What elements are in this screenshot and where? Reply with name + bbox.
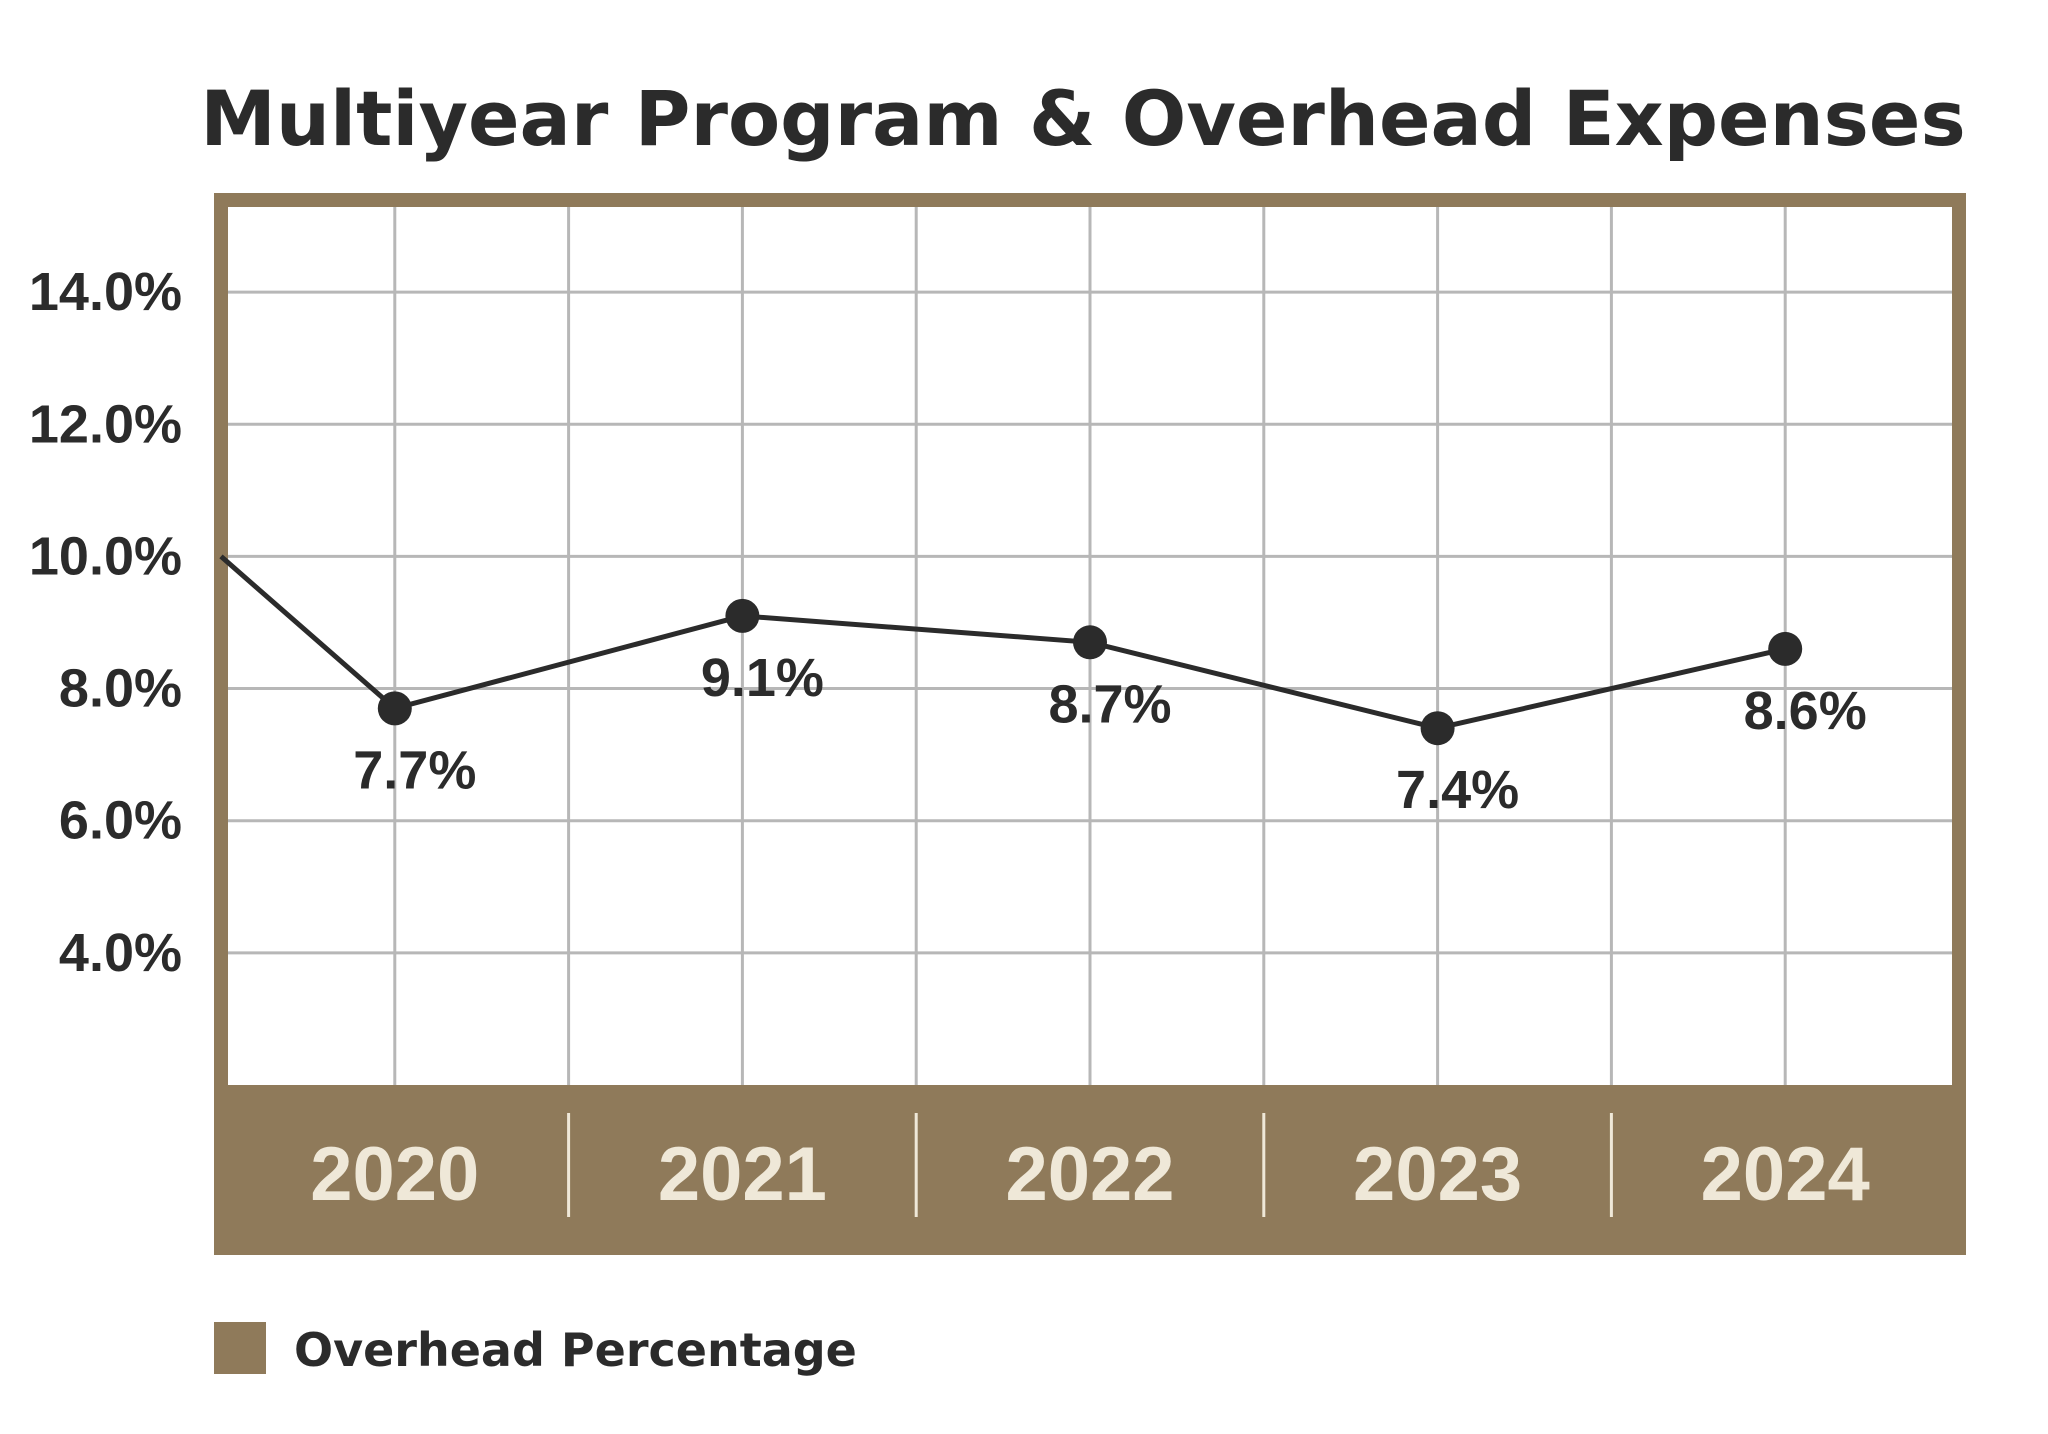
data-point (725, 598, 760, 633)
year-label: 2020 (310, 1132, 479, 1217)
data-label: 8.6% (1744, 681, 1867, 741)
data-point (377, 691, 412, 726)
year-label: 2023 (1353, 1132, 1522, 1217)
legend-label: Overhead Percentage (294, 1323, 857, 1377)
y-axis: 4.0% 6.0% 8.0% 10.0% 12.0% 14.0% (29, 262, 182, 983)
y-tick-label: 6.0% (59, 791, 182, 851)
data-label: 8.7% (1048, 674, 1171, 734)
year-label: 2021 (658, 1132, 827, 1217)
y-tick-label: 10.0% (29, 526, 182, 586)
year-label: 2022 (1005, 1132, 1174, 1217)
year-band: 2020 2021 2022 2023 2024 (214, 1085, 1966, 1255)
series-line (219, 554, 1786, 731)
y-tick-label: 14.0% (29, 262, 182, 322)
y-tick-label: 4.0% (59, 923, 182, 983)
legend-swatch (214, 1322, 266, 1374)
legend: Overhead Percentage (214, 1322, 857, 1377)
plot-area (214, 193, 1966, 1255)
year-label: 2024 (1701, 1132, 1870, 1217)
year-band-background (214, 1085, 1966, 1255)
data-label: 7.4% (1396, 760, 1519, 820)
data-point (1420, 711, 1455, 746)
data-point (1768, 631, 1803, 666)
y-tick-label: 8.0% (59, 659, 182, 719)
y-tick-label: 12.0% (29, 394, 182, 454)
series-overhead-percentage: 7.7% 9.1% 8.7% 7.4% 8.6% (219, 554, 1867, 820)
data-label: 7.7% (353, 740, 476, 800)
chart-title: Multiyear Program & Overhead Expenses (200, 74, 1965, 163)
data-point (1073, 625, 1107, 660)
data-label: 9.1% (701, 648, 824, 708)
